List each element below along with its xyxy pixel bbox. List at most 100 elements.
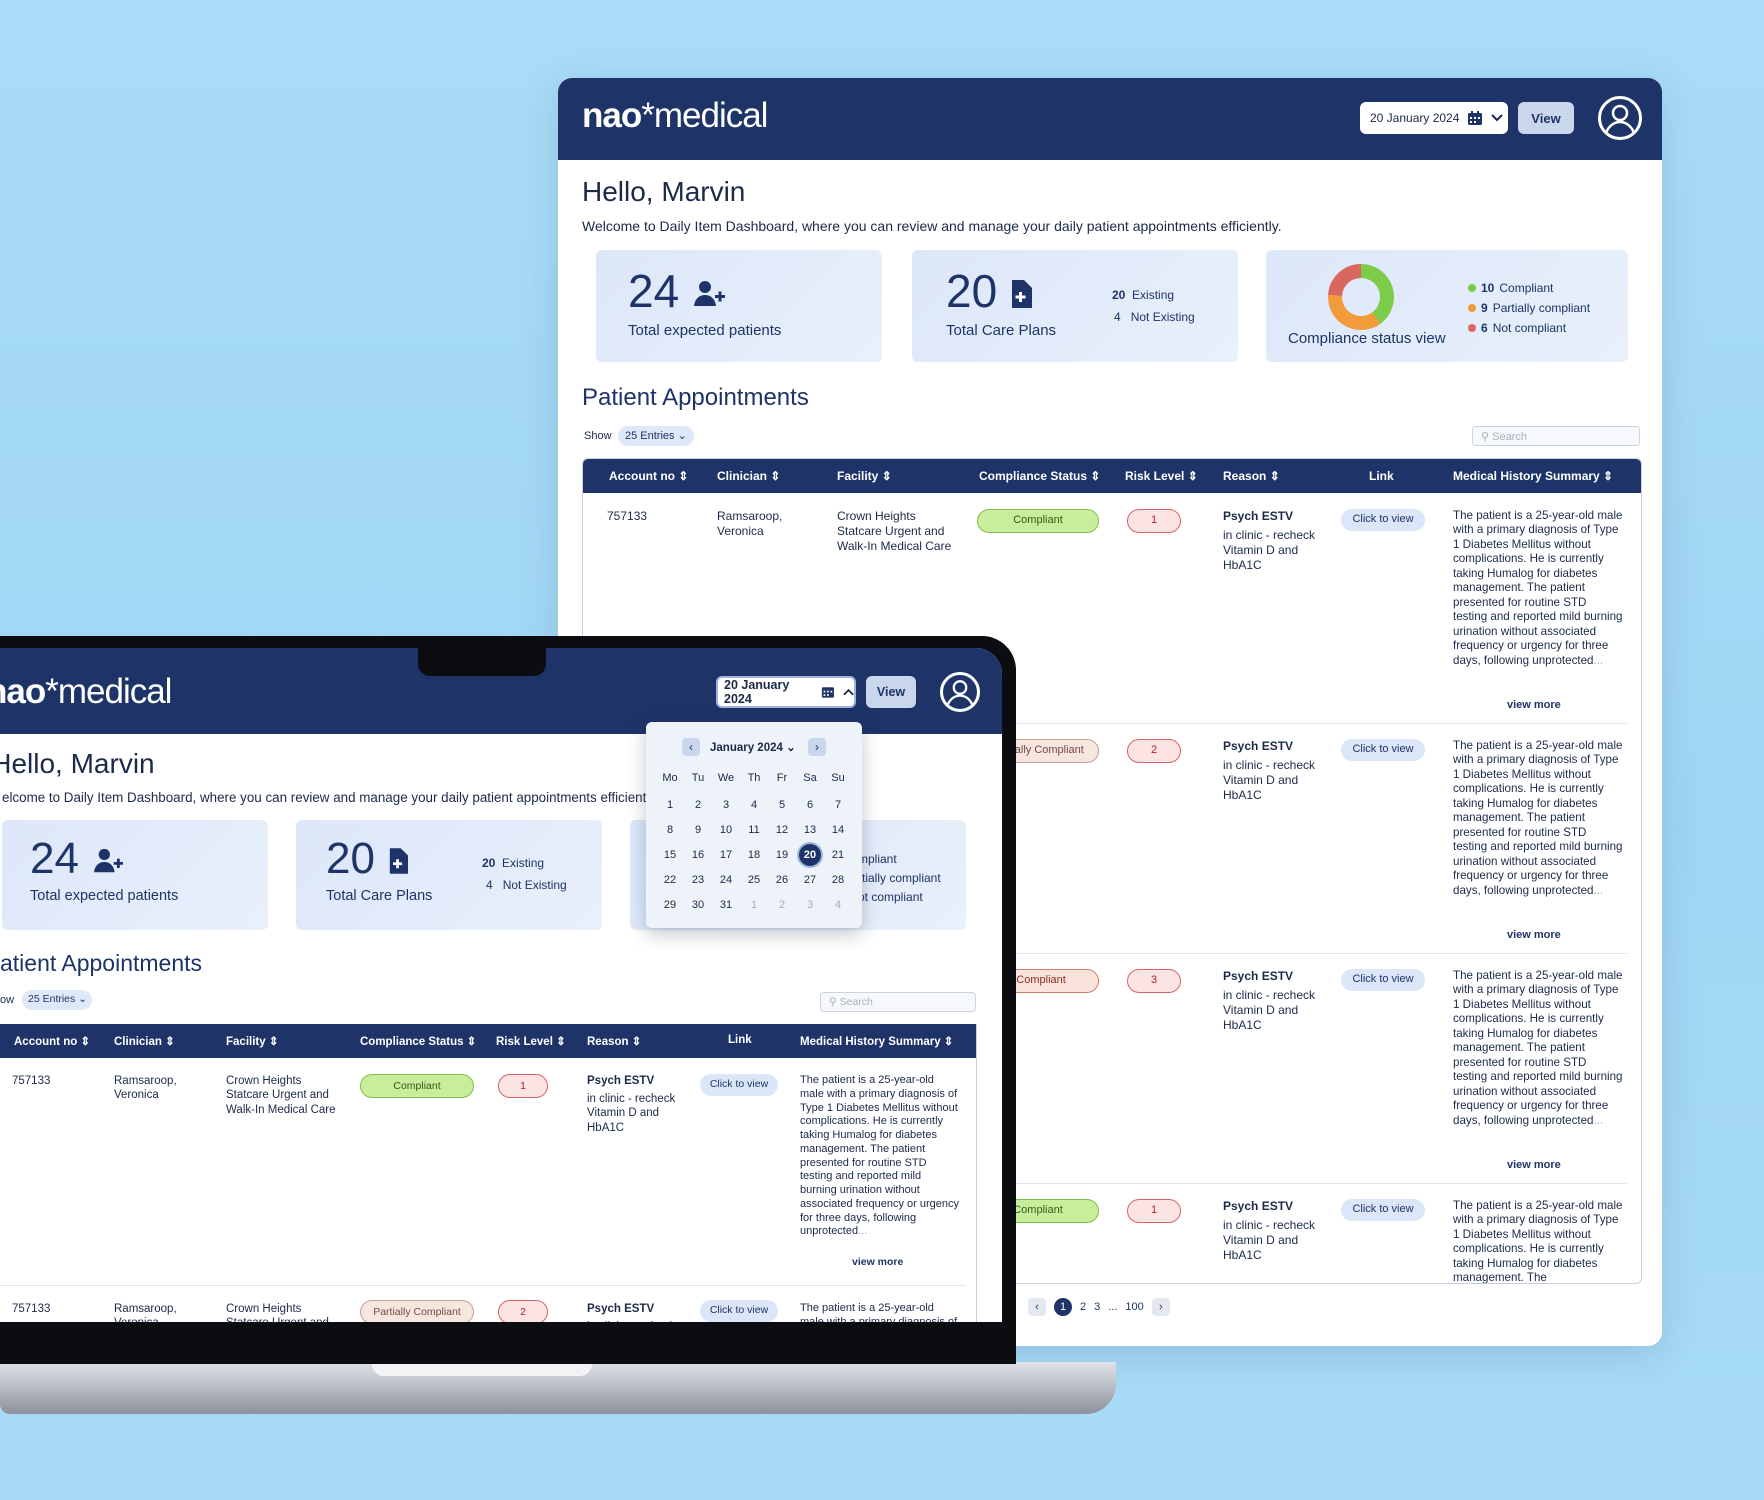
table-row: 757133 Ramsaroop, Veronica Crown Heights… [583, 493, 1641, 725]
col-reason[interactable]: Reason ⇕ [1223, 469, 1280, 483]
laptop-header: nao*medical 20 January 2024 View [0, 648, 1002, 734]
calendar-day[interactable]: 25 [747, 873, 761, 886]
date-picker-open[interactable]: 20 January 2024 [716, 676, 856, 708]
click-to-view-link[interactable]: Click to view [1341, 739, 1425, 761]
page-1[interactable]: 1 [1054, 1298, 1072, 1316]
calendar-day[interactable]: 19 [775, 848, 789, 861]
col-facility[interactable]: Facility ⇕ [837, 469, 892, 483]
risk-badge: 1 [1127, 509, 1181, 533]
col-account[interactable]: Account no ⇕ [609, 469, 689, 483]
chevron-down-icon: ⌄ [786, 742, 796, 754]
click-to-view-link[interactable]: Click to view [700, 1300, 778, 1322]
calendar-day[interactable]: 8 [666, 823, 674, 836]
view-button[interactable]: View [1518, 102, 1574, 134]
calendar-day[interactable]: 2 [778, 898, 786, 911]
calendar-day[interactable]: 18 [747, 848, 761, 861]
table-header: Account no ⇕ Clinician ⇕ Facility ⇕ Comp… [0, 1024, 976, 1058]
calendar-day[interactable]: 11 [748, 823, 760, 836]
existing-row: 20 Existing [1112, 288, 1175, 302]
search-icon: ⚲ [1481, 431, 1490, 443]
brand-logo[interactable]: nao*medical [582, 96, 768, 135]
next-month-button[interactable]: › [808, 738, 826, 756]
user-avatar[interactable] [1598, 96, 1642, 140]
weekday-row: Mo Tu We Th Fr Sa Su [656, 772, 852, 784]
compliance-label: Compliance status view [1288, 330, 1446, 347]
appointments-table: Account no ⇕ Clinician ⇕ Facility ⇕ Comp… [0, 1024, 977, 1322]
summary-cell: The patient is a 25-year-old male with a… [1453, 1199, 1623, 1284]
col-risk[interactable]: Risk Level ⇕ [1125, 469, 1198, 483]
calendar-day[interactable]: 26 [775, 873, 789, 886]
col-summary[interactable]: Medical History Summary ⇕ [1453, 469, 1614, 483]
calendar-day-selected[interactable]: 20 [796, 842, 824, 867]
calendar-day[interactable]: 21 [831, 848, 845, 861]
col-clinician[interactable]: Clinician ⇕ [717, 469, 781, 483]
col-summary[interactable]: Medical History Summary ⇕ [800, 1036, 954, 1048]
calendar-day[interactable]: 23 [691, 873, 705, 886]
calendar-day[interactable]: 5 [778, 798, 786, 811]
click-to-view-link[interactable]: Click to view [1341, 1199, 1425, 1221]
view-more-link[interactable]: view more [1507, 1159, 1561, 1171]
calendar-day[interactable]: 4 [834, 898, 842, 911]
calendar-day[interactable]: 24 [719, 873, 733, 886]
search-input[interactable]: ⚲ Search [1472, 426, 1640, 446]
click-to-view-link[interactable]: Click to view [700, 1074, 778, 1096]
calendar-day[interactable]: 10 [719, 823, 733, 836]
col-facility[interactable]: Facility ⇕ [226, 1036, 279, 1048]
reason-cell: in clinic - recheck Vitamin D and HbA1C [587, 1093, 676, 1134]
view-more-link[interactable]: view more [1507, 699, 1561, 711]
view-more-link[interactable]: view more [852, 1256, 904, 1268]
calendar-day[interactable]: 22 [663, 873, 677, 886]
calendar-day[interactable]: 9 [694, 823, 702, 836]
calendar-day[interactable]: 17 [719, 848, 733, 861]
user-avatar[interactable] [940, 672, 980, 712]
donut-slice-0 [1360, 264, 1394, 324]
col-account[interactable]: Account no ⇕ [14, 1036, 91, 1048]
calendar-day[interactable]: 7 [834, 798, 842, 811]
calendar-day[interactable]: 1 [666, 798, 674, 811]
date-picker[interactable]: 20 January 2024 [1360, 102, 1508, 134]
calendar-day[interactable]: 14 [831, 823, 845, 836]
month-select[interactable]: January 2024 ⌄ [710, 742, 796, 754]
calendar-day[interactable]: 29 [663, 898, 677, 911]
prev-month-button[interactable]: ‹ [682, 738, 700, 756]
col-clinician[interactable]: Clinician ⇕ [114, 1036, 175, 1048]
calendar-day[interactable]: 3 [722, 798, 730, 811]
calendar-day[interactable]: 31 [719, 898, 733, 911]
brand-logo[interactable]: nao*medical [0, 672, 172, 711]
entries-select[interactable]: 25 Entries ⌄ [22, 990, 92, 1010]
calendar-icon [821, 687, 835, 698]
calendar-day[interactable]: 4 [750, 798, 758, 811]
col-compliance[interactable]: Compliance Status ⇕ [979, 469, 1101, 483]
compliance-donut-chart [1328, 264, 1394, 330]
calendar-day[interactable]: 3 [806, 898, 814, 911]
next-page-button[interactable]: › [1151, 1298, 1170, 1316]
view-more-link[interactable]: view more [1507, 929, 1561, 941]
page-100[interactable]: 100 [1125, 1301, 1144, 1313]
total-patients-label: Total expected patients [628, 322, 782, 339]
calendar-day[interactable]: 28 [831, 873, 845, 886]
search-input[interactable]: ⚲ Search [820, 992, 976, 1012]
calendar-day[interactable]: 2 [694, 798, 702, 811]
summary-cell: The patient is a 25-year-old male with a… [1453, 509, 1623, 667]
page-2[interactable]: 2 [1080, 1301, 1087, 1313]
col-risk[interactable]: Risk Level ⇕ [496, 1036, 566, 1048]
calendar-day[interactable]: 16 [691, 848, 705, 861]
page-3[interactable]: 3 [1094, 1301, 1101, 1313]
view-button[interactable]: View [866, 676, 916, 708]
entries-select[interactable]: 25 Entries ⌄ [618, 426, 694, 446]
col-reason[interactable]: Reason ⇕ [587, 1036, 642, 1048]
calendar-day[interactable]: 1 [750, 898, 758, 911]
prev-page-button[interactable]: ‹ [1028, 1298, 1046, 1316]
calendar-day[interactable]: 27 [803, 873, 817, 886]
click-to-view-link[interactable]: Click to view [1341, 509, 1425, 531]
reason-cell: in clinic - recheck Vitamin D and HbA1C [1223, 988, 1316, 1032]
calendar-day[interactable]: 13 [803, 823, 817, 836]
calendar-day[interactable]: 12 [775, 823, 789, 836]
calendar-day[interactable]: 30 [691, 898, 705, 911]
calendar-day[interactable]: 15 [663, 848, 677, 861]
reason-cell: in clinic - recheck Vitamin D and HbA1C [1223, 758, 1316, 802]
click-to-view-link[interactable]: Click to view [1341, 969, 1425, 991]
calendar-day[interactable]: 6 [806, 798, 814, 811]
desktop-header: nao*medical 20 January 2024 View [558, 78, 1662, 160]
col-compliance[interactable]: Compliance Status ⇕ [360, 1036, 477, 1048]
